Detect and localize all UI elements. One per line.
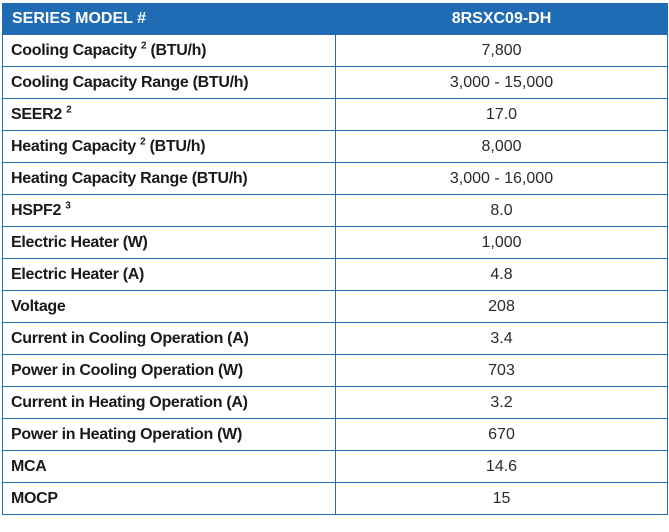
spec-label-text: MOCP: [11, 489, 58, 507]
spec-label: Electric Heater (W): [2, 226, 336, 259]
table-row: Heating Capacity Range (BTU/h) 3,000 - 16…: [2, 162, 668, 195]
spec-label-text: Heating Capacity: [11, 137, 137, 155]
spec-label: HSPF2 3: [2, 194, 336, 227]
spec-label-unit: (BTU/h): [150, 41, 207, 59]
spec-label-text: Electric Heater (A): [11, 265, 145, 283]
spec-table-body: Cooling Capacity 2 (BTU/h) 7,800 Cooling C…: [2, 34, 668, 515]
spec-value: 703: [335, 354, 668, 387]
spec-label-text: MCA: [11, 457, 47, 475]
spec-value: 14.6: [335, 450, 668, 483]
spec-table: SERIES MODEL # 8RSXC09-DH Cooling Capaci…: [2, 3, 668, 515]
table-row: Electric Heater (W) 1,000: [2, 226, 668, 259]
spec-value: 3,000 - 16,000: [335, 162, 668, 195]
spec-label: Heating Capacity Range (BTU/h): [2, 162, 336, 195]
table-row: Cooling Capacity Range (BTU/h) 3,000 - 15…: [2, 66, 668, 99]
spec-label-text: Cooling Capacity: [11, 41, 137, 59]
spec-label-text: Power in Heating Operation (W): [11, 425, 243, 443]
spec-label: Power in Cooling Operation (W): [2, 354, 336, 387]
spec-label-text: Current in Cooling Operation (A): [11, 329, 249, 347]
spec-label-text: Power in Cooling Operation (W): [11, 361, 243, 379]
spec-label: Current in Cooling Operation (A): [2, 322, 336, 355]
spec-label-text: Electric Heater (W): [11, 233, 148, 251]
spec-label: MCA: [2, 450, 336, 483]
spec-value: 17.0: [335, 98, 668, 131]
table-row: HSPF2 3 8.0: [2, 194, 668, 227]
table-row: SEER2 2 17.0: [2, 98, 668, 131]
spec-label-text: Cooling Capacity Range (BTU/h): [11, 73, 249, 91]
spec-label-text: SEER2: [11, 105, 62, 123]
table-row: Voltage 208: [2, 290, 668, 323]
spec-label: Cooling Capacity 2 (BTU/h): [2, 34, 336, 67]
spec-label: Current in Heating Operation (A): [2, 386, 336, 419]
spec-value: 208: [335, 290, 668, 323]
table-row: Power in Cooling Operation (W) 703: [2, 354, 668, 387]
table-row: Current in Cooling Operation (A) 3.4: [2, 322, 668, 355]
footnote-marker: 2: [140, 136, 146, 148]
spec-value: 3,000 - 15,000: [335, 66, 668, 99]
table-header-row: SERIES MODEL # 8RSXC09-DH: [2, 3, 668, 35]
spec-label-text: HSPF2: [11, 201, 62, 219]
spec-label: Cooling Capacity Range (BTU/h): [2, 66, 336, 99]
spec-label-text: Heating Capacity Range (BTU/h): [11, 169, 248, 187]
spec-value: 8,000: [335, 130, 668, 163]
spec-label: Electric Heater (A): [2, 258, 336, 291]
spec-label-text: Voltage: [11, 297, 66, 315]
spec-value: 1,000: [335, 226, 668, 259]
table-row: Current in Heating Operation (A) 3.2: [2, 386, 668, 419]
spec-value: 3.4: [335, 322, 668, 355]
spec-label-text: Current in Heating Operation (A): [11, 393, 248, 411]
footnote-marker: 3: [65, 200, 71, 212]
table-row: Electric Heater (A) 4.8: [2, 258, 668, 291]
spec-label: Heating Capacity 2 (BTU/h): [2, 130, 336, 163]
spec-label: Voltage: [2, 290, 336, 323]
spec-value: 8.0: [335, 194, 668, 227]
footnote-marker: 2: [66, 104, 72, 116]
table-row: MOCP 15: [2, 482, 668, 515]
spec-value: 15: [335, 482, 668, 515]
table-row: Cooling Capacity 2 (BTU/h) 7,800: [2, 34, 668, 67]
spec-value: 3.2: [335, 386, 668, 419]
spec-label: SEER2 2: [2, 98, 336, 131]
spec-label: MOCP: [2, 482, 336, 515]
table-row: Power in Heating Operation (W) 670: [2, 418, 668, 451]
table-row: Heating Capacity 2 (BTU/h) 8,000: [2, 130, 668, 163]
spec-value: 670: [335, 418, 668, 451]
header-series-model-label: SERIES MODEL #: [2, 3, 336, 35]
spec-value: 4.8: [335, 258, 668, 291]
spec-value: 7,800: [335, 34, 668, 67]
table-row: MCA 14.6: [2, 450, 668, 483]
spec-label: Power in Heating Operation (W): [2, 418, 336, 451]
header-model-number: 8RSXC09-DH: [335, 3, 668, 35]
footnote-marker: 2: [141, 40, 147, 52]
spec-label-unit: (BTU/h): [149, 137, 206, 155]
